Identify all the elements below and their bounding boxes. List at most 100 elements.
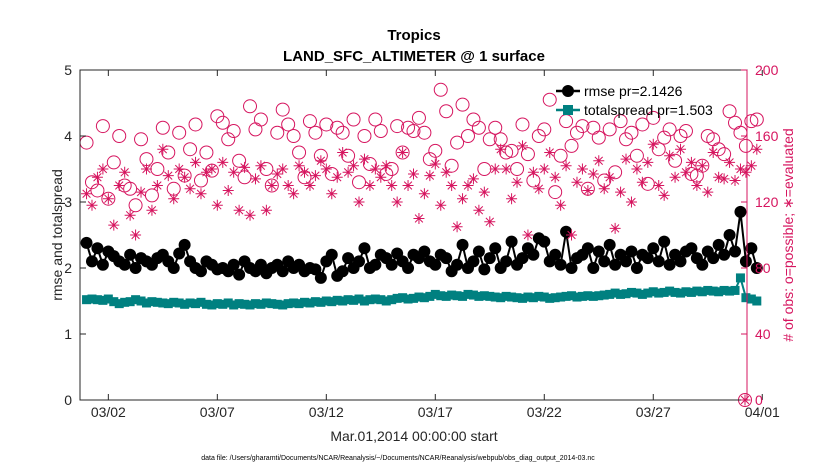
rmse-point [325, 248, 338, 261]
evaluated-obs-point [713, 171, 725, 183]
evaluated-obs-point [478, 186, 490, 198]
possible-obs-point [662, 122, 677, 137]
possible-obs-point [341, 148, 356, 163]
rmse-point [91, 242, 104, 255]
rmse-point [353, 255, 366, 268]
possible-obs-point [520, 147, 535, 162]
spread-point [512, 293, 522, 303]
rmse-point [489, 242, 502, 255]
possible-obs-point [123, 181, 138, 196]
rmse-point [478, 263, 491, 276]
evaluated-obs-point [506, 193, 518, 205]
evaluated-obs-point [435, 199, 447, 211]
spread-point [528, 293, 538, 303]
evaluated-obs-point [544, 147, 556, 158]
evaluated-obs-point [609, 222, 621, 234]
possible-obs-point [695, 158, 710, 173]
spread-point [414, 292, 424, 302]
x-tick-label: 03/17 [418, 404, 453, 420]
spread-point [92, 295, 102, 305]
possible-obs-point [482, 132, 497, 147]
legend-label-rmse: rmse pr=2.1426 [584, 83, 683, 99]
spread-point [180, 299, 190, 309]
evaluated-obs-point [669, 171, 681, 183]
spread-point [752, 296, 762, 306]
spread-point [670, 287, 680, 297]
evaluated-obs-point [397, 147, 409, 158]
evaluated-obs-point [140, 163, 152, 175]
spread-point [403, 294, 413, 304]
possible-obs-point [335, 125, 350, 140]
spread-point [169, 297, 179, 307]
rmse-point [254, 258, 267, 271]
spread-point [441, 291, 451, 301]
possible-obs-point [553, 148, 568, 163]
spread-point [272, 299, 282, 309]
rmse-point [369, 258, 382, 271]
x-tick-label: 03/27 [636, 404, 671, 420]
possible-obs-point [221, 132, 236, 147]
possible-obs-point [302, 114, 317, 129]
spread-point [245, 300, 255, 310]
evaluated-obs-point [168, 193, 180, 205]
evaluated-obs-point [211, 199, 223, 211]
evaluated-obs-point [173, 163, 185, 175]
possible-obs-point [84, 175, 99, 190]
evaluated-obs-point [473, 204, 485, 216]
rmse-point [194, 265, 207, 278]
possible-obs-point [215, 115, 230, 130]
evaluated-obs-point [691, 180, 703, 191]
evaluated-obs-point [260, 204, 272, 216]
evaluated-obs-point [326, 188, 338, 200]
rmse-point [658, 235, 671, 248]
possible-obs-point [281, 117, 296, 132]
possible-obs-point [738, 138, 753, 153]
spread-point [267, 299, 277, 309]
spread-point [131, 295, 141, 305]
spread-point [692, 286, 702, 296]
rmse-point [500, 255, 513, 268]
rmse-point [429, 258, 442, 271]
spread-point [310, 297, 320, 307]
spread-point [376, 295, 386, 305]
rmse-point [745, 242, 758, 255]
possible-obs-point [134, 132, 149, 147]
spread-point [300, 297, 310, 307]
possible-obs-point [324, 166, 339, 181]
possible-obs-point [460, 129, 475, 143]
possible-obs-point [270, 125, 285, 140]
spread-point [583, 291, 593, 301]
possible-obs-point [384, 162, 399, 176]
legend: rmse pr=2.1426 totalspread pr=1.503 [556, 83, 713, 118]
rmse-point [734, 205, 747, 218]
y-right-tick-label: 160 [755, 128, 779, 144]
spread-point [474, 291, 484, 301]
rmse-point [674, 255, 687, 268]
possible-obs-point [101, 191, 116, 206]
possible-obs-point [722, 104, 737, 119]
spread-point [741, 293, 751, 303]
evaluated-obs-point [604, 171, 616, 183]
spread-point [490, 292, 500, 302]
spread-point [229, 300, 239, 310]
spread-point [103, 294, 113, 304]
spread-point [283, 299, 293, 309]
rmse-point [663, 258, 676, 271]
axes: 03/02 03/07 03/12 03/17 03/22 03/27 04/0101234… [64, 62, 780, 420]
evaluated-obs-point [413, 213, 425, 224]
rmse-point [178, 238, 191, 251]
evaluated-obs-point [364, 180, 376, 191]
spread-point [125, 297, 135, 307]
spread-point [594, 291, 604, 301]
possible-obs-point [199, 145, 214, 160]
possible-obs-point [253, 112, 268, 127]
rmse-point [592, 245, 605, 258]
evaluated-obs-point [304, 180, 316, 191]
spread-point [82, 295, 92, 305]
rmse-point [467, 255, 480, 268]
evaluated-obs-point [429, 158, 441, 170]
spread-point [212, 299, 222, 309]
evaluated-obs-point [418, 188, 430, 200]
possible-obs-point [188, 117, 203, 132]
